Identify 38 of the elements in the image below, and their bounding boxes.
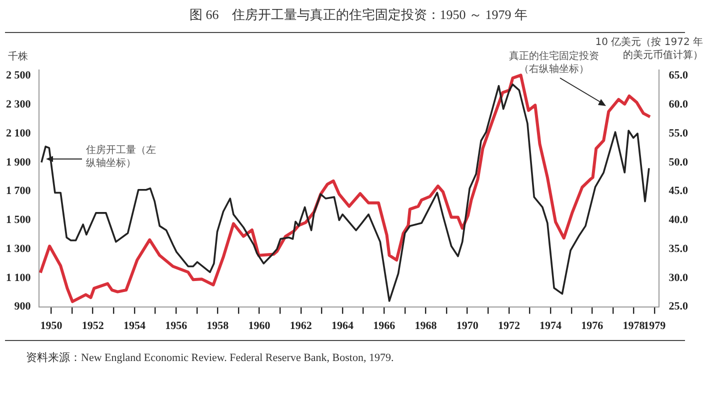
x-tick-label: 1960 bbox=[248, 320, 271, 332]
y-tick-label: 2 100 bbox=[6, 127, 32, 140]
y-tick-label: 1 300 bbox=[6, 242, 32, 255]
y-tick-label: 1 500 bbox=[6, 214, 32, 226]
x-tick-label: 1979 bbox=[644, 320, 666, 332]
x-tick-label: 1958 bbox=[206, 320, 230, 332]
x-tick-label: 1970 bbox=[456, 320, 479, 332]
x-tick-label: 1954 bbox=[123, 320, 146, 332]
x-tick-label: 1956 bbox=[165, 320, 188, 332]
y2-tick-label: 40.0 bbox=[668, 214, 688, 226]
y-tick-label: 1 100 bbox=[6, 272, 32, 284]
y2-tick-label: 25.0 bbox=[668, 300, 688, 313]
y2-tick-label: 30.0 bbox=[668, 272, 688, 284]
text: 资料来源：New England Economic Review. Federal Reserve Bank, Boston, 1979. bbox=[26, 351, 394, 365]
x-tick-label: 1976 bbox=[581, 320, 604, 332]
x-tick-label: 1978 bbox=[622, 320, 646, 332]
y2-tick-label: 35.0 bbox=[668, 242, 688, 255]
chart-title: 图 66 住房开工量与真正的住宅固定投资：1950 ～ 1979 年 bbox=[188, 6, 528, 24]
y2-tick-label: 60.0 bbox=[668, 98, 688, 110]
y-tick-label: 1 700 bbox=[6, 185, 32, 198]
x-tick-label: 1964 bbox=[332, 320, 354, 332]
x-tick-label: 1952 bbox=[82, 320, 104, 332]
y2-tick-label: 50.0 bbox=[668, 156, 688, 168]
x-tick-label: 1974 bbox=[540, 320, 562, 332]
x-tick-label: 1966 bbox=[373, 320, 396, 332]
y2-tick-label: 55.0 bbox=[668, 127, 688, 140]
y-tick-label: 900 bbox=[14, 300, 32, 313]
x-tick-label: 1972 bbox=[498, 320, 520, 332]
x-tick-label: 1968 bbox=[414, 320, 438, 332]
x-tick-label: 1950 bbox=[40, 320, 63, 332]
y-axis-title: 千株 bbox=[8, 50, 28, 63]
y2-tick-label: 45.0 bbox=[668, 185, 688, 198]
y-tick-label: 1 900 bbox=[6, 156, 32, 168]
y2-tick-label: 65.0 bbox=[668, 70, 688, 82]
y-tick-label: 2 300 bbox=[6, 98, 32, 110]
y-tick-label: 2 500 bbox=[6, 70, 32, 82]
x-tick-label: 1962 bbox=[290, 320, 312, 332]
annotation: 住房开工量（左纵轴坐标） bbox=[86, 144, 157, 170]
